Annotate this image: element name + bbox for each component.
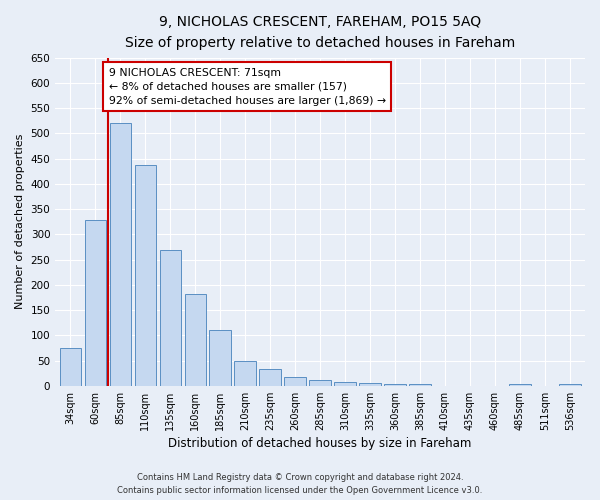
Bar xyxy=(160,250,181,386)
Bar xyxy=(284,377,306,386)
Bar xyxy=(85,220,106,386)
Bar xyxy=(409,384,431,386)
Bar xyxy=(359,383,380,386)
Bar xyxy=(110,124,131,386)
Bar xyxy=(235,360,256,386)
Bar xyxy=(559,384,581,386)
X-axis label: Distribution of detached houses by size in Fareham: Distribution of detached houses by size … xyxy=(169,437,472,450)
Bar xyxy=(185,294,206,386)
Bar xyxy=(259,369,281,386)
Bar xyxy=(310,380,331,386)
Bar xyxy=(134,165,156,386)
Title: 9, NICHOLAS CRESCENT, FAREHAM, PO15 5AQ
Size of property relative to detached ho: 9, NICHOLAS CRESCENT, FAREHAM, PO15 5AQ … xyxy=(125,15,515,50)
Bar xyxy=(334,382,356,386)
Y-axis label: Number of detached properties: Number of detached properties xyxy=(15,134,25,310)
Bar xyxy=(209,330,231,386)
Text: 9 NICHOLAS CRESCENT: 71sqm
← 8% of detached houses are smaller (157)
92% of semi: 9 NICHOLAS CRESCENT: 71sqm ← 8% of detac… xyxy=(109,68,386,106)
Bar xyxy=(509,384,530,386)
Bar xyxy=(385,384,406,386)
Text: Contains HM Land Registry data © Crown copyright and database right 2024.
Contai: Contains HM Land Registry data © Crown c… xyxy=(118,474,482,495)
Bar xyxy=(59,348,81,386)
